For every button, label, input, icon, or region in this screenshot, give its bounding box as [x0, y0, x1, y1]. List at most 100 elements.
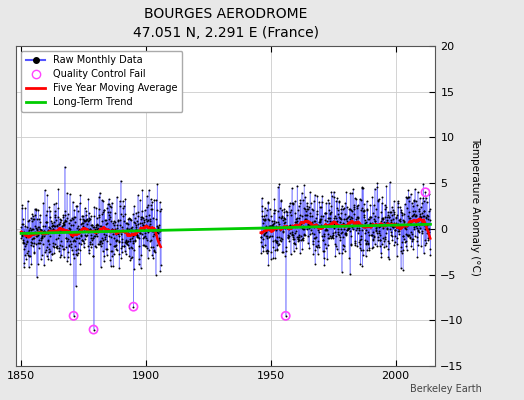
Point [421, 214, 430, 220]
Point [332, 243, 341, 249]
Point [144, 216, 152, 223]
Point [99, 248, 107, 255]
Point [313, 250, 322, 257]
Point [396, 218, 404, 224]
Point [298, 236, 307, 242]
Point [355, 221, 363, 227]
Point [403, 204, 411, 211]
Point [401, 238, 410, 245]
Point [368, 232, 376, 238]
Point [339, 233, 347, 240]
Point [120, 243, 128, 249]
Point [23, 239, 31, 245]
Point [150, 247, 158, 254]
Point [90, 233, 98, 240]
Point [69, 198, 77, 205]
Point [279, 224, 288, 231]
Point [107, 199, 116, 206]
Point [305, 222, 313, 228]
Point [146, 196, 155, 202]
Point [351, 195, 359, 202]
Point [278, 213, 286, 219]
Point [67, 216, 75, 223]
Point [388, 212, 396, 218]
Point [40, 230, 48, 236]
Point [136, 230, 145, 236]
Point [271, 246, 279, 253]
Point [331, 229, 340, 236]
Point [34, 224, 42, 230]
Point [320, 248, 329, 254]
Point [361, 229, 369, 236]
Point [364, 241, 373, 247]
Point [334, 207, 342, 213]
Point [315, 244, 323, 250]
Point [155, 227, 163, 234]
Point [386, 221, 394, 228]
Point [345, 206, 354, 212]
Point [315, 204, 324, 210]
Point [365, 216, 373, 222]
Point [344, 226, 352, 232]
Point [80, 239, 88, 246]
Point [156, 206, 165, 213]
Point [358, 247, 367, 253]
Point [124, 237, 132, 244]
Point [326, 210, 334, 216]
Point [307, 220, 315, 226]
Point [303, 200, 311, 206]
Point [292, 216, 300, 222]
Point [342, 231, 350, 238]
Point [422, 215, 430, 221]
Point [405, 198, 413, 204]
Point [54, 234, 62, 241]
Point [131, 219, 139, 226]
Point [420, 213, 428, 220]
Point [112, 231, 120, 238]
Point [126, 238, 134, 244]
Point [155, 236, 163, 243]
Point [355, 245, 364, 251]
Point [114, 218, 122, 224]
Point [319, 223, 327, 229]
Point [348, 219, 357, 226]
Point [127, 217, 136, 224]
Point [373, 230, 381, 236]
Point [257, 238, 266, 245]
Point [59, 212, 68, 218]
Point [265, 227, 273, 234]
Point [261, 217, 269, 223]
Point [81, 232, 90, 238]
Point [83, 220, 92, 227]
Point [328, 193, 336, 199]
Point [154, 230, 162, 236]
Point [57, 238, 65, 244]
Point [417, 204, 425, 210]
Point [268, 218, 276, 224]
Point [321, 210, 329, 216]
Point [422, 212, 431, 218]
Point [52, 242, 61, 249]
Point [289, 231, 298, 238]
Point [105, 211, 113, 218]
Point [86, 241, 94, 247]
Point [21, 234, 30, 240]
Point [390, 238, 399, 245]
Point [385, 214, 393, 220]
Point [394, 221, 402, 227]
Point [264, 216, 272, 222]
Point [281, 313, 290, 319]
Point [347, 232, 356, 239]
Point [392, 253, 401, 259]
Point [266, 223, 275, 229]
Point [76, 247, 84, 253]
Point [391, 227, 399, 234]
Point [324, 234, 333, 241]
Point [150, 196, 159, 203]
Point [92, 222, 100, 228]
Point [297, 219, 305, 226]
Point [270, 207, 278, 214]
Point [22, 230, 30, 236]
Point [71, 219, 79, 225]
Point [108, 248, 116, 254]
